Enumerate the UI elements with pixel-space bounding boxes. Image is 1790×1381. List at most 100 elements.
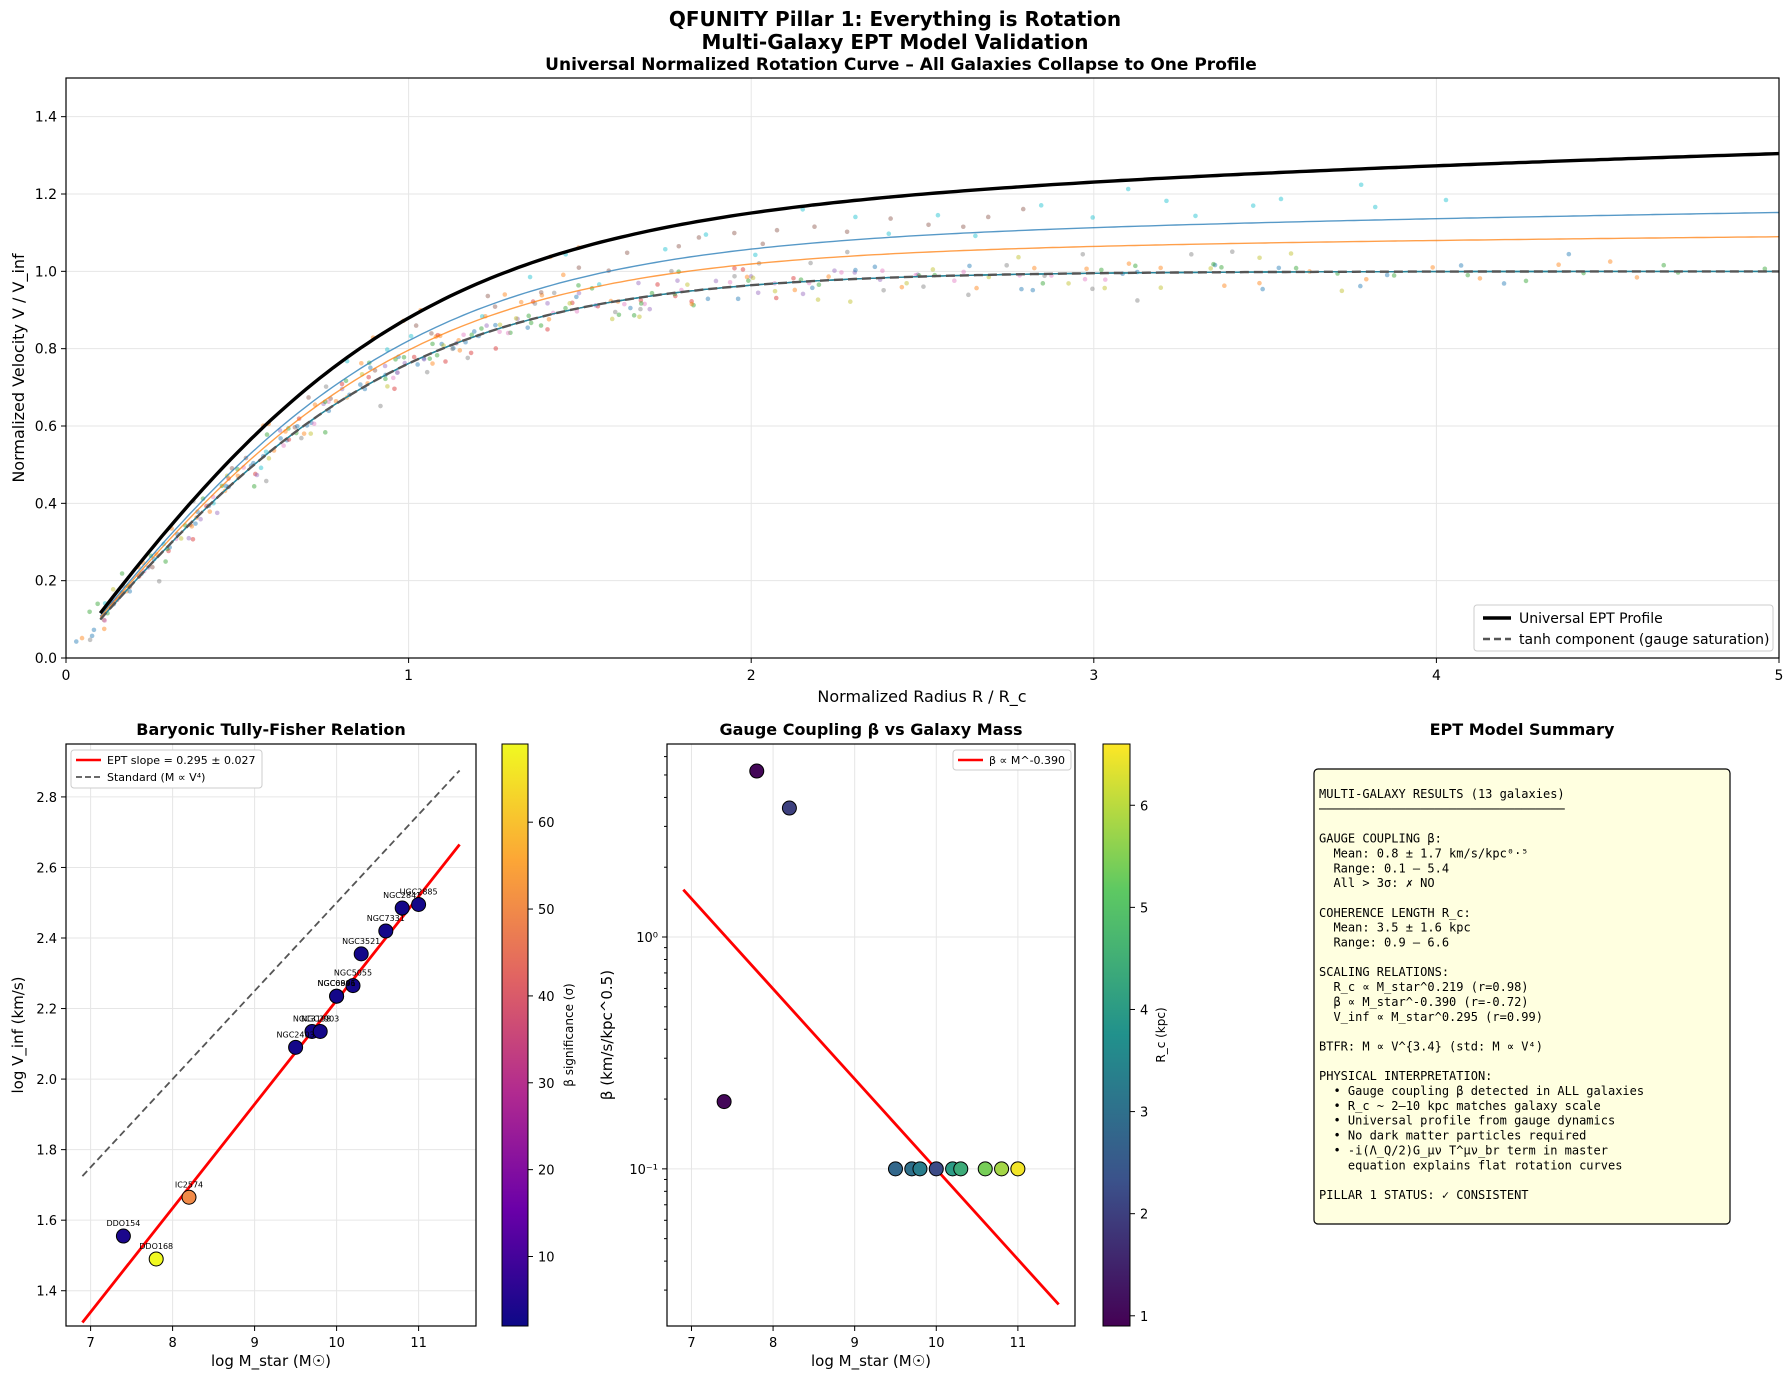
rotation-data-point xyxy=(832,268,837,273)
rotation-data-point xyxy=(469,332,475,338)
rotation-axes-frame xyxy=(65,77,1780,659)
rotation-data-point xyxy=(691,302,696,308)
btfr-galaxy-label: NGC3521 xyxy=(342,937,380,946)
galaxy-fit-line xyxy=(99,211,1780,617)
rotation-data-point xyxy=(576,290,582,296)
btfr-galaxy-label: NGC2841 xyxy=(383,891,421,900)
beta-xtick-label: 10 xyxy=(928,1336,945,1351)
rotation-data-point xyxy=(1391,273,1397,278)
beta-galaxy-point xyxy=(749,763,765,779)
rotation-data-point xyxy=(527,274,533,280)
btfr-colorbar-tick-label: 60 xyxy=(538,816,555,831)
btfr-legend-box xyxy=(70,749,263,789)
btfr-xlabel: log M_star (M☉) xyxy=(211,1352,331,1371)
rc-colorbar-tick-label: 1 xyxy=(1140,1310,1148,1325)
rotation-data-point xyxy=(526,313,532,319)
summary-line: BTFR: M ∝ V^{3.4} (std: M ∝ V⁴) xyxy=(1319,1039,1543,1053)
rotation-data-point xyxy=(339,381,345,387)
rotation-data-point xyxy=(525,325,531,330)
rotation-data-point xyxy=(468,350,474,356)
summary-line: MULTI-GALAXY RESULTS (13 galaxies) xyxy=(1319,787,1565,801)
rotation-data-point xyxy=(1250,203,1256,208)
btfr-galaxy-label: DDO168 xyxy=(139,1242,173,1251)
rotation-data-point xyxy=(401,354,407,360)
rotation-data-point xyxy=(689,299,694,304)
rotation-data-point xyxy=(750,275,756,281)
rotation-data-point xyxy=(574,294,579,300)
rotation-data-point xyxy=(1430,265,1435,270)
rotation-data-point xyxy=(156,578,162,584)
rotation-data-point xyxy=(539,292,545,298)
rotation-data-point xyxy=(961,269,966,275)
btfr-colorbar-tick-label: 40 xyxy=(538,990,555,1005)
summary-line: β ∝ M_star^-0.390 (r=-0.72) xyxy=(1319,995,1529,1009)
btfr-galaxy-label: UGC2885 xyxy=(400,887,438,896)
rotation-data-point xyxy=(899,284,905,290)
rotation-data-point xyxy=(1082,276,1088,282)
rotation-ytick-label: 1.2 xyxy=(35,187,57,203)
rotation-data-point xyxy=(638,306,643,312)
rotation-data-point xyxy=(685,282,690,287)
beta-grid xyxy=(667,744,1075,1326)
rc-colorbar-label: R_c (kpc) xyxy=(1154,1007,1168,1062)
rotation-data-point xyxy=(198,516,203,522)
rotation-data-point xyxy=(609,316,615,322)
rotation-data-point xyxy=(528,320,534,326)
rotation-data-point xyxy=(800,291,806,297)
btfr-axes-frame xyxy=(65,743,477,1327)
rotation-data-point xyxy=(299,435,304,441)
beta-xtick-label: 8 xyxy=(769,1336,777,1351)
btfr-standard-line xyxy=(81,769,461,1177)
rotation-data-point xyxy=(853,267,858,273)
rotation-data-point xyxy=(538,290,544,295)
rotation-data-point xyxy=(622,301,627,307)
rotation-xtick-label: 5 xyxy=(1775,668,1784,684)
rotation-data-point xyxy=(1016,254,1021,260)
rotation-data-point xyxy=(383,376,388,382)
rotation-data-point xyxy=(1222,283,1227,289)
rotation-xtick-label: 0 xyxy=(62,668,71,684)
rotation-data-point xyxy=(886,231,892,237)
rotation-data-point xyxy=(484,323,489,328)
rotation-data-point xyxy=(538,323,544,328)
rotation-grid xyxy=(65,78,1780,659)
galaxy-fit-line xyxy=(99,270,1779,620)
rotation-data-point xyxy=(415,362,420,367)
rotation-data-point xyxy=(1020,206,1026,212)
rotation-data-point xyxy=(815,297,821,302)
rotation-data-point xyxy=(278,436,283,441)
rotation-data-point xyxy=(1080,252,1086,257)
rotation-data-point xyxy=(465,355,471,361)
suptitle-line-2: Multi-Galaxy EPT Model Validation xyxy=(702,30,1089,54)
rotation-data-point xyxy=(1458,263,1464,268)
rotation-data-point xyxy=(662,246,668,252)
rotation-data-point xyxy=(1019,286,1024,292)
rotation-data-point xyxy=(689,301,695,307)
rotation-data-point xyxy=(1358,182,1364,188)
summary-line: COHERENCE LENGTH R_c: xyxy=(1319,906,1471,920)
rotation-data-point xyxy=(193,521,198,526)
rotation-data-point xyxy=(263,449,269,455)
rotation-data-point xyxy=(87,637,93,643)
rotation-data-point xyxy=(251,484,257,489)
rotation-data-point xyxy=(189,524,195,529)
rotation-data-point xyxy=(258,465,264,471)
rotation-data-point xyxy=(101,617,107,623)
rotation-data-point xyxy=(343,378,349,384)
beta-xtick-label: 11 xyxy=(1010,1336,1027,1351)
rotation-data-point xyxy=(450,346,455,352)
btfr-galaxy-point xyxy=(378,923,394,939)
beta-galaxy-point xyxy=(716,1094,732,1110)
rc-colorbar-tick-label: 2 xyxy=(1140,1208,1148,1223)
rotation-xtick-label: 4 xyxy=(1432,668,1441,684)
rotation-data-point xyxy=(1189,252,1194,257)
rotation-data-point xyxy=(952,278,957,284)
rotation-data-point xyxy=(1090,215,1096,220)
summary-text: MULTI-GALAXY RESULTS (13 galaxies)──────… xyxy=(1318,787,1644,1202)
rotation-data-point xyxy=(294,423,300,429)
rotation-scatter-points xyxy=(73,182,1768,644)
rotation-series-lines xyxy=(98,151,1780,621)
rotation-data-point xyxy=(732,274,737,279)
tanh-component-line xyxy=(99,270,1779,621)
